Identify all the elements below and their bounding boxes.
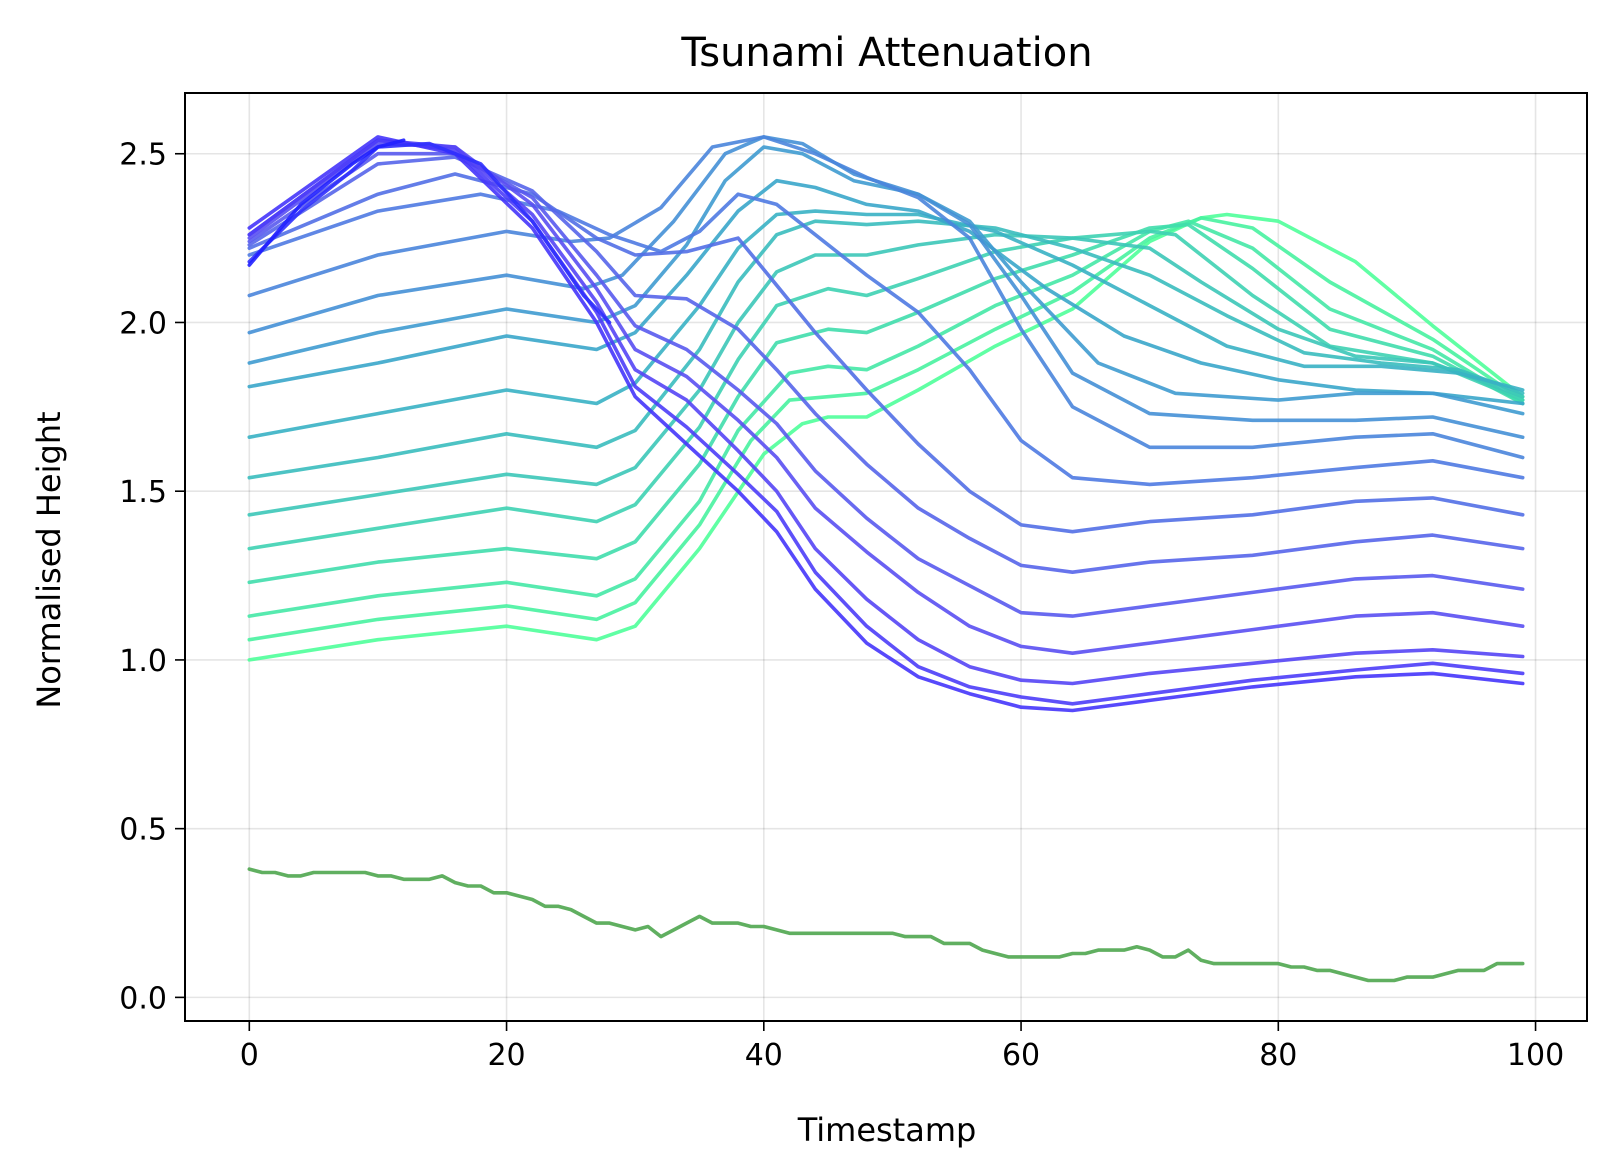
x-axis-label: Timestamp xyxy=(797,1111,977,1149)
series-line-12 xyxy=(247,192,1525,487)
x-tick-label: 80 xyxy=(1259,1038,1297,1073)
series-line-7 xyxy=(247,209,1525,439)
series-line-1 xyxy=(247,216,1525,642)
x-tick-label: 100 xyxy=(1507,1038,1564,1073)
series-line-14 xyxy=(247,155,1525,574)
series-layer xyxy=(247,135,1525,983)
series-line-17 xyxy=(247,138,1525,686)
y-tick-label: 1.5 xyxy=(119,475,167,510)
y-tick-label: 1.0 xyxy=(119,644,167,679)
series-line-16 xyxy=(247,141,1525,655)
series-line-0 xyxy=(247,212,1525,662)
series-line-6 xyxy=(247,219,1525,480)
x-axis-ticks: 0 20 40 60 80 100 xyxy=(240,1021,1564,1073)
x-tick-label: 0 xyxy=(240,1038,259,1073)
chart-title: Tsunami Attenuation xyxy=(680,30,1092,76)
series-line-22 xyxy=(247,867,1525,983)
series-line-21 xyxy=(247,138,406,267)
series-line-5 xyxy=(247,232,1525,517)
series-line-2 xyxy=(247,219,1525,618)
series-line-20 xyxy=(247,141,612,325)
x-tick-label: 40 xyxy=(745,1038,783,1073)
y-tick-label: 2.5 xyxy=(119,138,167,173)
y-tick-label: 2.0 xyxy=(119,306,167,341)
y-axis-ticks: 0.0 0.5 1.0 1.5 2.0 2.5 xyxy=(119,138,185,1016)
x-tick-label: 60 xyxy=(1002,1038,1040,1073)
y-axis-label: Normalised Height xyxy=(30,411,68,708)
series-line-10 xyxy=(247,135,1525,439)
x-tick-label: 20 xyxy=(487,1038,525,1073)
series-line-4 xyxy=(247,229,1525,551)
plot-frame xyxy=(184,92,1588,1022)
series-line-3 xyxy=(247,222,1525,585)
y-tick-label: 0.5 xyxy=(119,813,167,848)
series-line-15 xyxy=(247,151,1525,618)
y-tick-label: 0.0 xyxy=(119,981,167,1016)
series-line-8 xyxy=(247,178,1525,406)
series-line-19 xyxy=(247,135,1525,713)
